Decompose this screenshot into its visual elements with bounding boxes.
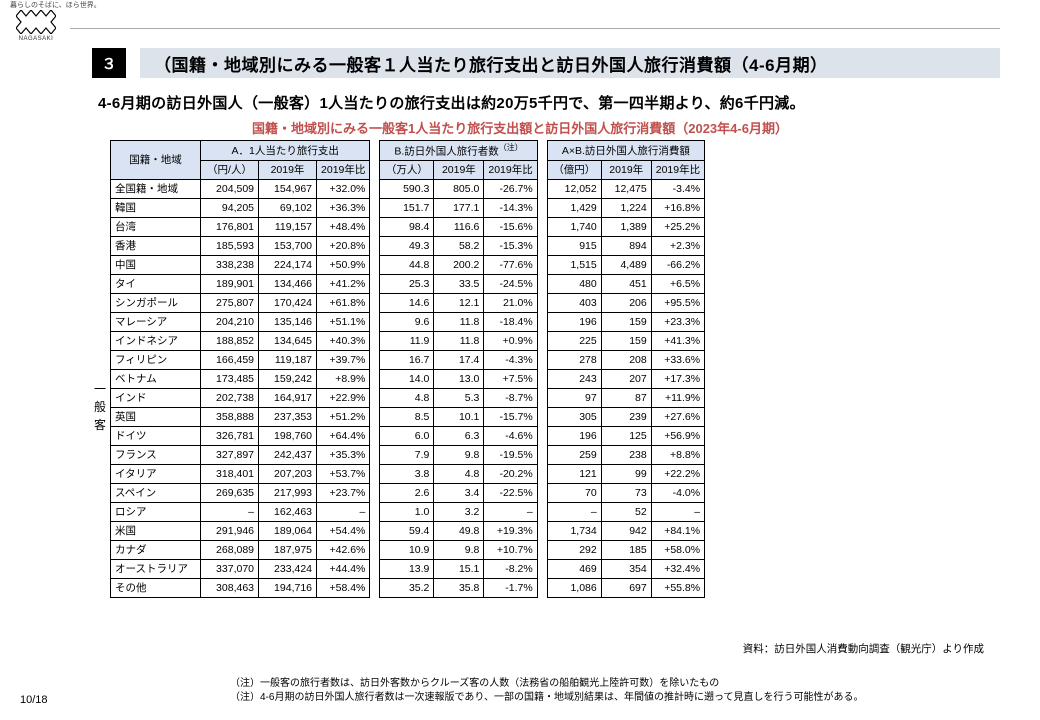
table-row: ロシア–162,463–1.03.2––52–	[111, 502, 705, 521]
col-c-ratio: 2019年比	[651, 160, 704, 179]
logo: NAGASAKI	[14, 10, 58, 52]
group-c-head: A×B.訪日外国人旅行消費額	[547, 141, 704, 161]
col-c-unit: （億円）	[547, 160, 601, 179]
subtitle: 4-6月期の訪日外国人（一般客）1人当たりの旅行支出は約20万5千円で、第一四半…	[98, 92, 805, 113]
table-row: 韓国94,20569,102+36.3%151.7177.1-14.3%1,42…	[111, 198, 705, 217]
page-title: （国籍・地域別にみる一般客１人当たり旅行支出と訪日外国人旅行消費額（4-6月期）	[140, 48, 1000, 78]
col-b-2019: 2019年	[434, 160, 484, 179]
logo-icon	[16, 10, 56, 34]
table-row: スペイン269,635217,993+23.7%2.63.4-22.5%7073…	[111, 483, 705, 502]
main-table: 国籍・地域 A．1人当たり旅行支出 B.訪日外国人旅行者数（注） A×B.訪日外…	[110, 140, 705, 598]
footnotes: （注）一般客の旅行者数は、訪日外客数からクルーズ客の人数（法務省の船舶観光上陸許…	[230, 677, 1000, 704]
table-row: 全国籍・地域204,509154,967+32.0%590.3805.0-26.…	[111, 179, 705, 198]
table-row: 英国358,888237,353+51.2%8.510.1-15.7%30523…	[111, 407, 705, 426]
col-a-unit: （円/人）	[201, 160, 259, 179]
table-row: シンガポール275,807170,424+61.8%14.612.121.0%4…	[111, 293, 705, 312]
group-b-head: B.訪日外国人旅行者数（注）	[380, 141, 537, 161]
table-row: インド202,738164,917+22.9%4.85.3-8.7%9787+1…	[111, 388, 705, 407]
gap	[537, 141, 547, 180]
col-a-ratio: 2019年比	[317, 160, 370, 179]
table-row: フィリピン166,459119,187+39.7%16.717.4-4.3%27…	[111, 350, 705, 369]
col-b-ratio: 2019年比	[484, 160, 537, 179]
top-rule	[70, 28, 1000, 29]
tagline: 暮らしのそばに、ほら世界。	[10, 0, 101, 10]
table-row: タイ189,901134,466+41.2%25.333.5-24.5%4804…	[111, 274, 705, 293]
col-c-2019: 2019年	[601, 160, 651, 179]
source-note: 資料：訪日外国人消費動向調査（観光庁）より作成	[743, 641, 984, 656]
table-title: 国籍・地域別にみる一般客1人当たり旅行支出額と訪日外国人旅行消費額（2023年4…	[0, 118, 1040, 137]
section-number: ３	[92, 48, 126, 78]
table-row: 米国291,946189,064+54.4%59.449.8+19.3%1,73…	[111, 521, 705, 540]
table-row: イタリア318,401207,203+53.7%3.84.8-20.2%1219…	[111, 464, 705, 483]
col-a-2019: 2019年	[259, 160, 317, 179]
gap	[370, 141, 380, 180]
group-a-head: A．1人当たり旅行支出	[201, 141, 370, 161]
table-row: ドイツ326,781198,760+64.4%6.06.3-4.6%196125…	[111, 426, 705, 445]
table-row: インドネシア188,852134,645+40.3%11.911.8+0.9%2…	[111, 331, 705, 350]
vertical-label: 一般客	[94, 140, 110, 434]
table-row: 台湾176,801119,157+48.4%98.4116.6-15.6%1,7…	[111, 217, 705, 236]
page-number: 10/18	[20, 694, 48, 706]
table-row: 香港185,593153,700+20.8%49.358.2-15.3%9158…	[111, 236, 705, 255]
table-row: オーストラリア337,070233,424+44.4%13.915.1-8.2%…	[111, 559, 705, 578]
table-row: ベトナム173,485159,242+8.9%14.013.0+7.5%2432…	[111, 369, 705, 388]
col-b-unit: （万人）	[380, 160, 434, 179]
table-row: フランス327,897242,437+35.3%7.99.8-19.5%2592…	[111, 445, 705, 464]
logo-label: NAGASAKI	[14, 36, 58, 42]
col-region: 国籍・地域	[111, 141, 201, 180]
table-row: その他308,463194,716+58.4%35.235.8-1.7%1,08…	[111, 578, 705, 597]
table-row: 中国338,238224,174+50.9%44.8200.2-77.6%1,5…	[111, 255, 705, 274]
table-row: カナダ268,089187,975+42.6%10.99.8+10.7%2921…	[111, 540, 705, 559]
table-row: マレーシア204,210135,146+51.1%9.611.8-18.4%19…	[111, 312, 705, 331]
data-tables: 一般客 国籍・地域 A．1人当たり旅行支出 B.訪日外国人旅行者数（注） A×B…	[94, 140, 705, 598]
